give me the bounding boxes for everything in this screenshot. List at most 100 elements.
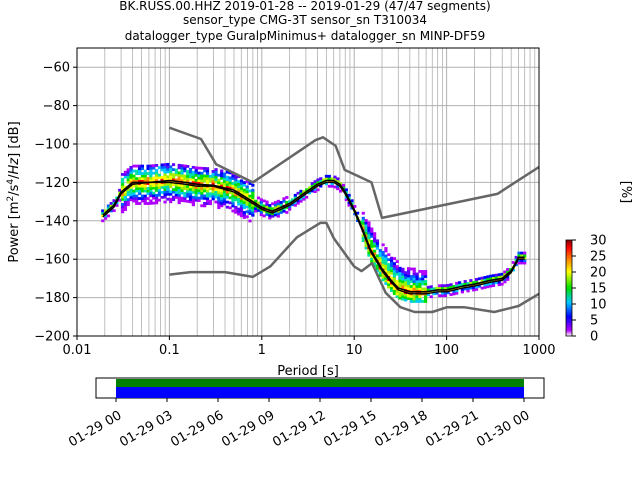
density-cell	[208, 179, 212, 183]
density-cell	[251, 213, 255, 217]
density-cell	[157, 193, 161, 197]
density-cell	[177, 166, 181, 170]
density-cell	[197, 199, 201, 202]
density-cell	[242, 206, 246, 209]
density-cell	[205, 192, 210, 195]
density-cell	[115, 196, 119, 200]
density-cell	[389, 276, 394, 280]
density-cell	[443, 291, 447, 295]
density-cell	[118, 198, 122, 202]
density-cell	[418, 280, 422, 283]
density-cell	[327, 184, 331, 188]
density-cell	[188, 197, 193, 201]
density-cell	[205, 197, 210, 200]
density-cell	[449, 283, 453, 287]
density-cell	[469, 281, 473, 285]
density-cell	[421, 282, 425, 286]
density-cell	[361, 221, 365, 225]
density-cell	[163, 195, 167, 199]
density-cell	[440, 284, 445, 288]
density-cell	[418, 282, 422, 286]
density-cell	[194, 173, 198, 177]
density-cell	[438, 294, 442, 298]
density-cell	[231, 202, 235, 205]
density-cell	[406, 272, 411, 275]
density-cell	[517, 261, 521, 265]
density-cell	[469, 286, 473, 290]
density-cell	[418, 277, 422, 281]
density-cell	[381, 243, 385, 247]
density-cell	[222, 190, 227, 193]
density-cell	[152, 176, 156, 180]
density-cell	[446, 286, 450, 290]
density-cell	[205, 179, 210, 183]
density-cell	[307, 191, 312, 195]
density-cell	[486, 277, 490, 281]
density-cell	[262, 209, 266, 213]
density-cell	[234, 205, 238, 209]
density-cell	[146, 202, 150, 205]
density-cell	[234, 178, 238, 182]
density-cell	[273, 211, 278, 214]
density-cell	[200, 181, 204, 185]
density-cell	[415, 277, 419, 281]
density-cell	[123, 205, 128, 209]
density-cell	[455, 291, 459, 295]
density-cell	[248, 209, 252, 213]
density-cell	[412, 280, 416, 283]
density-cell	[313, 190, 317, 194]
density-cell	[197, 181, 201, 185]
density-cell	[406, 277, 411, 280]
density-cell	[381, 260, 385, 264]
density-cell	[268, 211, 272, 215]
density-cell	[378, 254, 382, 257]
density-cell	[256, 196, 261, 200]
density-cell	[137, 169, 142, 173]
density-cell	[423, 297, 428, 301]
density-cell	[395, 292, 399, 296]
density-cell	[401, 275, 405, 279]
density-cell	[392, 292, 397, 295]
density-cell	[489, 282, 493, 285]
density-cell	[214, 178, 218, 181]
density-cell	[384, 254, 388, 258]
density-cell	[373, 244, 377, 248]
density-cell	[245, 190, 249, 194]
density-cell	[208, 202, 212, 206]
density-cell	[146, 172, 150, 175]
density-cell	[194, 178, 198, 182]
density-cell	[171, 163, 176, 167]
density-cell	[367, 236, 371, 240]
density-cell	[389, 286, 394, 290]
density-cell	[259, 203, 263, 207]
density-cell	[440, 294, 445, 298]
density-cell	[143, 182, 147, 185]
density-cell	[387, 270, 391, 274]
density-cell	[245, 195, 249, 199]
density-cell	[203, 174, 207, 178]
density-cell	[228, 206, 232, 210]
density-cell	[336, 179, 340, 183]
density-cell	[406, 287, 411, 290]
density-cell	[472, 286, 476, 289]
colorbar-tick-label: 15	[590, 282, 607, 297]
y-axis-label: Power [m2/s4/Hz] [dB]	[6, 121, 22, 262]
density-cell	[228, 176, 232, 180]
density-cell	[373, 232, 377, 236]
density-cell	[211, 180, 215, 183]
density-cell	[149, 186, 153, 190]
density-cell	[157, 188, 161, 192]
density-cell	[163, 168, 167, 172]
density-cell	[480, 279, 484, 282]
density-cell	[423, 300, 428, 303]
density-cell	[166, 182, 170, 186]
density-cell	[446, 283, 450, 287]
density-cell	[398, 279, 402, 283]
density-cell	[225, 193, 229, 197]
density-cell	[392, 277, 397, 280]
density-cell	[220, 181, 224, 185]
density-cell	[120, 183, 125, 186]
density-cell	[401, 282, 405, 286]
density-cell	[237, 212, 241, 216]
density-cell	[106, 206, 111, 210]
